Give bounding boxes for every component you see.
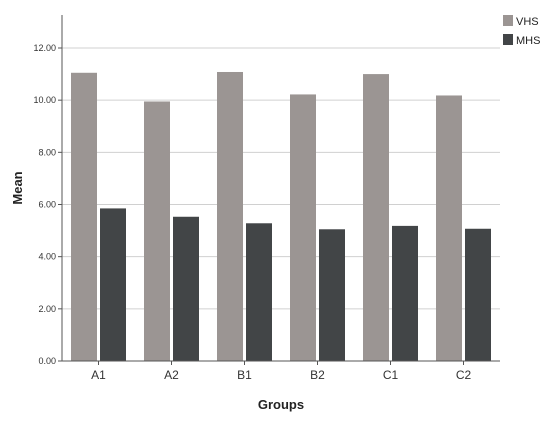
bars [71, 71, 491, 362]
bar-vhs-a1 [71, 72, 97, 361]
legend-label-mhs: MHS [516, 35, 540, 47]
x-tick-label: C1 [383, 368, 399, 382]
bar-vhs-a2 [144, 101, 170, 362]
legend-swatch-mhs [503, 34, 513, 45]
bar-mhs-c1 [392, 225, 418, 361]
y-tick-label: 4.00 [38, 252, 56, 262]
y-axis-ticks: 0.00 2.00 4.00 6.00 8.00 10.00 12.00 [33, 43, 62, 366]
x-axis-title: Groups [258, 397, 304, 412]
bar-mhs-b1 [246, 223, 272, 361]
y-tick-label: 6.00 [38, 200, 56, 210]
legend-swatch-vhs [503, 15, 513, 26]
y-tick-label: 0.00 [38, 356, 56, 366]
legend: VHS MHS [503, 15, 540, 47]
bar-mhs-b2 [319, 229, 345, 361]
x-tick-label: C2 [456, 368, 472, 382]
bar-vhs-c1 [363, 74, 389, 361]
legend-label-vhs: VHS [516, 16, 539, 28]
x-tick-label: B1 [237, 368, 252, 382]
y-tick-label: 8.00 [38, 147, 56, 157]
x-axis-categories: A1 A2 B1 B2 C1 C2 [91, 361, 471, 382]
bar-mhs-a2 [173, 216, 199, 361]
x-tick-label: A2 [164, 368, 179, 382]
y-axis-title: Mean [10, 171, 25, 204]
bar-vhs-b2 [290, 94, 316, 361]
bar-vhs-c2 [436, 95, 462, 361]
x-tick-label: B2 [310, 368, 325, 382]
y-tick-label: 12.00 [33, 43, 56, 53]
bar-vhs-b1 [217, 71, 243, 361]
bar-mhs-c2 [465, 228, 491, 361]
y-tick-label: 2.00 [38, 304, 56, 314]
gridlines [62, 47, 500, 310]
y-tick-label: 10.00 [33, 95, 56, 105]
bar-mhs-a1 [100, 208, 126, 361]
x-tick-label: A1 [91, 368, 106, 382]
